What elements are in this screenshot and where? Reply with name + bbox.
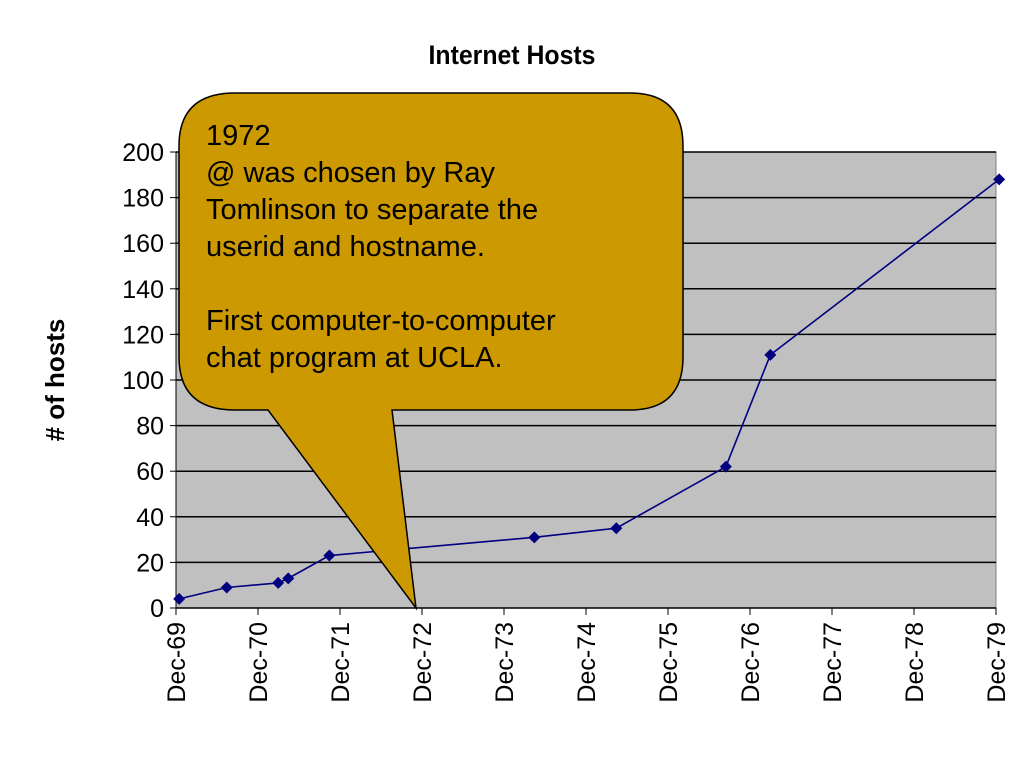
data-point [282,572,295,585]
x-tick-label: Dec-78 [901,622,929,703]
callout-bubble [178,92,684,611]
y-tick-label: 20 [136,549,164,577]
chart-title: Internet Hosts [428,40,596,70]
y-tick-label: 80 [136,413,164,441]
x-tick-label: Dec-73 [491,622,519,703]
series-line [178,178,1000,600]
series-layer [173,173,1006,605]
data-point [993,173,1006,186]
y-tick-label: 140 [122,276,164,304]
y-tick-label: 200 [122,139,164,167]
x-tick-label: Dec-69 [163,622,191,703]
x-tick-label: Dec-74 [573,622,601,703]
y-tick-label: 160 [122,230,164,258]
data-point [610,522,623,535]
data-point [719,460,732,473]
callout-line: @ was chosen by Ray [206,157,495,189]
y-axis-label: # of hosts [40,319,70,442]
callout-text: 1972 @ was chosen by Ray Tomlinson to sepa… [206,118,666,377]
y-tick-label: 120 [122,321,164,349]
data-point [323,549,336,562]
y-tick-label: 100 [122,367,164,395]
x-tick-label: Dec-70 [245,622,273,703]
callout-line: Tomlinson to separate the [206,194,539,226]
y-tick-label: 0 [150,595,164,623]
data-point [764,348,777,361]
x-tick-label: Dec-72 [409,622,437,703]
data-point [220,581,233,594]
data-point [528,531,541,544]
data-point [173,592,186,605]
y-tick-label: 40 [136,504,164,532]
y-axis-ticks: 0 20 40 60 80 100 120 140 160 180 200 [122,139,176,623]
callout-line: chat program at UCLA. [206,342,503,374]
x-tick-label: Dec-71 [327,622,355,703]
callout-line: First computer-to-computer [206,305,556,337]
callout-line: userid and hostname. [206,231,485,263]
x-tick-label: Dec-75 [655,622,683,703]
callout-line: 1972 [206,120,271,152]
x-axis-ticks: Dec-69 Dec-70 Dec-71 Dec-72 Dec-73 Dec-74 Dec-… [163,608,1011,703]
x-tick-label: Dec-76 [737,622,765,703]
callout-line [206,266,666,303]
x-tick-label: Dec-79 [983,622,1011,703]
x-tick-label: Dec-77 [819,622,847,703]
y-tick-label: 60 [136,458,164,486]
y-tick-label: 180 [122,185,164,213]
data-point [272,576,285,589]
